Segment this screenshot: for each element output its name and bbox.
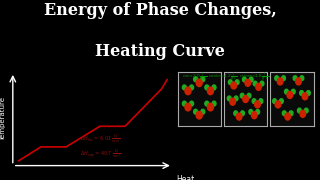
Circle shape bbox=[273, 99, 276, 104]
Circle shape bbox=[259, 99, 263, 104]
Circle shape bbox=[275, 101, 281, 108]
Circle shape bbox=[227, 96, 231, 101]
Circle shape bbox=[182, 85, 186, 90]
Circle shape bbox=[300, 91, 303, 95]
Circle shape bbox=[205, 101, 209, 106]
Text: Heat: Heat bbox=[176, 175, 195, 180]
Circle shape bbox=[300, 76, 304, 80]
Circle shape bbox=[243, 77, 246, 82]
Circle shape bbox=[293, 76, 297, 80]
Circle shape bbox=[279, 99, 283, 104]
Circle shape bbox=[260, 81, 264, 86]
Circle shape bbox=[234, 96, 238, 101]
Circle shape bbox=[277, 78, 283, 85]
Circle shape bbox=[256, 109, 260, 114]
Circle shape bbox=[275, 76, 279, 80]
Circle shape bbox=[282, 76, 285, 80]
Circle shape bbox=[207, 103, 213, 111]
Circle shape bbox=[292, 89, 295, 94]
Circle shape bbox=[212, 101, 216, 106]
Circle shape bbox=[231, 82, 236, 89]
Circle shape bbox=[252, 112, 257, 119]
Circle shape bbox=[185, 103, 191, 111]
Circle shape bbox=[196, 111, 202, 119]
Circle shape bbox=[205, 85, 209, 90]
Text: Heating Curve: Heating Curve bbox=[95, 43, 225, 60]
Circle shape bbox=[284, 89, 288, 94]
Circle shape bbox=[287, 91, 293, 98]
Circle shape bbox=[256, 83, 261, 90]
Circle shape bbox=[201, 77, 205, 82]
Circle shape bbox=[285, 113, 291, 120]
Circle shape bbox=[240, 93, 244, 98]
Circle shape bbox=[235, 80, 239, 85]
Circle shape bbox=[228, 80, 232, 85]
Circle shape bbox=[190, 101, 194, 106]
Text: $c_{ice}$=2.0$\frac{J}{g°C}$  $c_{water}$=4.2$\frac{J}{g°C}$  $c_{steam}$=1.8$\f: $c_{ice}$=2.0$\frac{J}{g°C}$ $c_{water}$… bbox=[182, 71, 270, 84]
Circle shape bbox=[255, 101, 260, 108]
Circle shape bbox=[252, 99, 256, 104]
Circle shape bbox=[282, 111, 286, 116]
Circle shape bbox=[185, 87, 191, 95]
Text: $\Delta H_{vap}$ = 40.7 $\frac{kJ}{mol}$: $\Delta H_{vap}$ = 40.7 $\frac{kJ}{mol}$ bbox=[80, 148, 121, 160]
Circle shape bbox=[300, 110, 306, 117]
Circle shape bbox=[196, 79, 202, 87]
Text: $\Delta H_{fus}$ = 6.01 $\frac{kJ}{mol}$: $\Delta H_{fus}$ = 6.01 $\frac{kJ}{mol}$ bbox=[80, 133, 120, 145]
Circle shape bbox=[207, 87, 213, 95]
Circle shape bbox=[194, 77, 197, 82]
Circle shape bbox=[230, 98, 236, 105]
Circle shape bbox=[190, 85, 194, 90]
Circle shape bbox=[236, 113, 242, 120]
Circle shape bbox=[241, 111, 244, 116]
Circle shape bbox=[201, 109, 205, 114]
Text: Energy of Phase Changes,: Energy of Phase Changes, bbox=[44, 2, 276, 19]
Circle shape bbox=[245, 79, 251, 86]
Circle shape bbox=[289, 111, 293, 116]
Circle shape bbox=[243, 95, 248, 103]
Circle shape bbox=[212, 85, 216, 90]
Circle shape bbox=[234, 111, 237, 116]
Text: Temperature: Temperature bbox=[0, 97, 6, 141]
Circle shape bbox=[249, 77, 253, 82]
Circle shape bbox=[182, 101, 186, 106]
Circle shape bbox=[298, 108, 301, 113]
Circle shape bbox=[296, 78, 301, 85]
Circle shape bbox=[253, 81, 257, 86]
Circle shape bbox=[302, 93, 308, 100]
Circle shape bbox=[247, 93, 251, 98]
Circle shape bbox=[307, 91, 310, 95]
Circle shape bbox=[194, 109, 197, 114]
Circle shape bbox=[304, 108, 308, 113]
Circle shape bbox=[249, 109, 253, 114]
